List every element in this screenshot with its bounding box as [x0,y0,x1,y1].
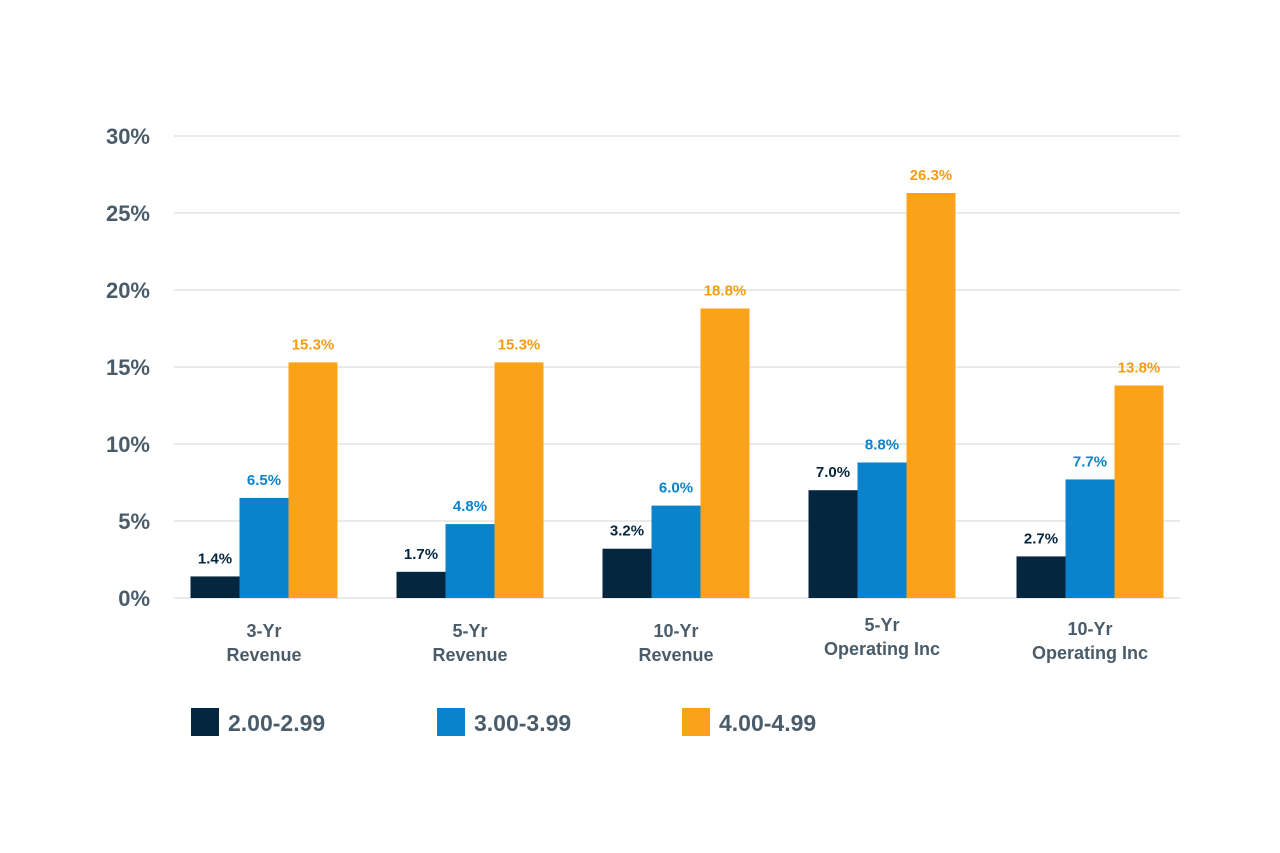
x-tick-label: Operating Inc [1032,643,1148,663]
x-tick-label: 10-Yr [1067,619,1112,639]
data-label: 4.8% [453,498,487,515]
bar-2.00-2.99-1 [396,571,446,598]
x-tick-label: Operating Inc [824,639,940,659]
legend-swatch [682,708,710,736]
bar-3.00-3.99-1 [445,524,495,598]
y-tick-label: 15% [106,355,150,380]
legend: 2.00-2.99 3.00-3.99 4.00-4.99 [191,708,816,736]
legend-swatch [437,708,465,736]
data-label: 6.5% [247,472,281,489]
legend-swatch [191,708,219,736]
data-label: 7.7% [1073,453,1107,470]
y-tick-label: 30% [106,124,150,149]
bar-4.00-4.99-0 [288,362,338,598]
bar-2.00-2.99-3 [808,490,858,598]
x-tick-label: 5-Yr [864,615,899,635]
data-label: 13.8% [1118,359,1161,376]
data-label: 15.3% [498,336,541,353]
bar-2.00-2.99-2 [602,548,652,598]
data-label: 15.3% [292,336,335,353]
legend-label: 4.00-4.99 [719,710,816,736]
bar-3.00-3.99-2 [651,505,701,598]
gridlines [174,135,1180,599]
data-label: 2.7% [1024,530,1058,547]
data-label: 3.2% [610,523,644,540]
y-tick-label: 5% [118,509,150,534]
y-axis-ticks: 0% 5% 10% 15% 20% 25% 30% [106,124,150,611]
y-tick-label: 20% [106,278,150,303]
bar-4.00-4.99-4 [1114,385,1164,598]
x-tick-label: Revenue [432,645,507,665]
bar-2.00-2.99-0 [190,576,240,598]
data-label: 18.8% [704,282,747,299]
bar-4.00-4.99-1 [494,362,544,598]
x-tick-label: 10-Yr [653,621,698,641]
data-labels: 1.4% 1.7% 3.2% 7.0% 2.7% 6.5% 4.8% 6.0% 8.8% 7.7%… [198,167,1160,567]
x-tick-label: Revenue [638,645,713,665]
bar-2.00-2.99-4 [1016,556,1066,598]
legend-label: 2.00-2.99 [228,710,325,736]
bar-3.00-3.99-3 [857,462,907,598]
data-label: 26.3% [910,167,953,184]
bar-4.00-4.99-3 [906,192,956,599]
bar-4.00-4.99-2 [700,308,750,598]
bars [190,192,1164,599]
x-tick-label: Revenue [226,645,301,665]
data-label: 8.8% [865,436,899,453]
data-label: 1.4% [198,550,232,567]
y-tick-label: 25% [106,201,150,226]
bar-3.00-3.99-4 [1065,479,1115,598]
x-tick-label: 5-Yr [452,621,487,641]
y-tick-label: 10% [106,432,150,457]
data-label: 1.7% [404,546,438,563]
x-tick-label: 3-Yr [246,621,281,641]
legend-label: 3.00-3.99 [474,710,571,736]
data-label: 6.0% [659,480,693,497]
x-axis-ticks: 3-Yr Revenue 5-Yr Revenue 10-Yr Revenue 5-Yr Op… [226,615,1148,665]
y-tick-label: 0% [118,586,150,611]
bar-3.00-3.99-0 [239,497,289,598]
data-label: 7.0% [816,464,850,481]
